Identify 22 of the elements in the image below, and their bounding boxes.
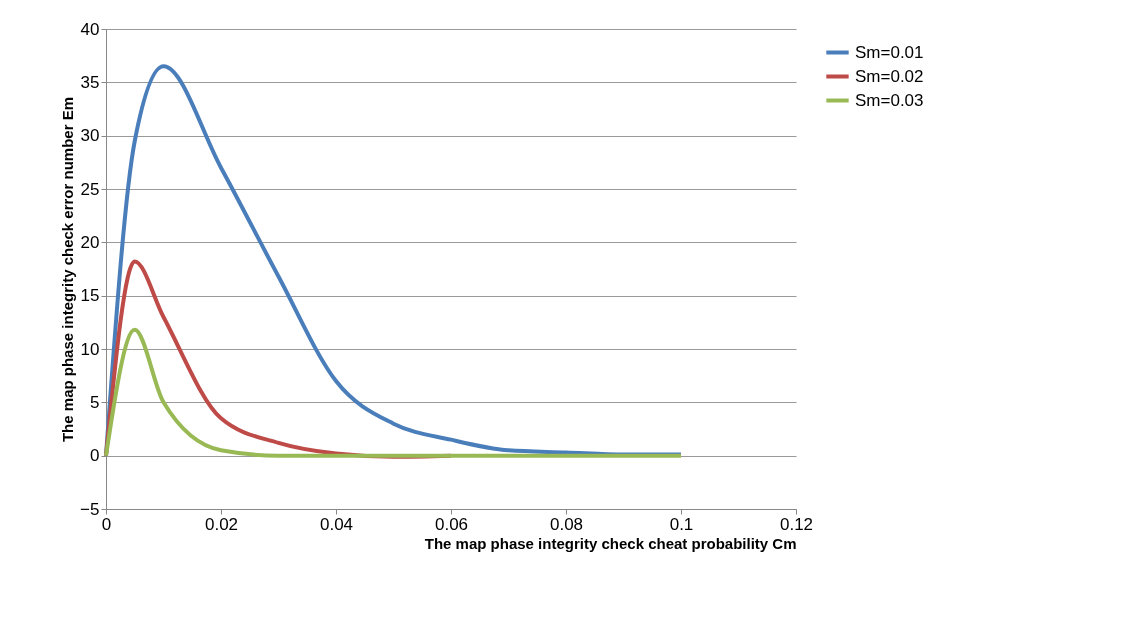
y-tick-label: 0 <box>90 446 100 466</box>
legend-label: Sm=0.01 <box>855 42 924 62</box>
y-tick-label: 30 <box>80 126 100 146</box>
legend-label: Sm=0.03 <box>855 90 924 110</box>
x-tick-label: 0.06 <box>434 514 469 534</box>
y-tick-label: 10 <box>80 339 100 359</box>
x-tick-label: 0.12 <box>779 514 814 534</box>
x-tick-label: 0.04 <box>319 514 354 534</box>
x-axis-title: The map phase integrity check cheat probability Cm <box>424 534 797 552</box>
y-tick-label: 35 <box>80 72 100 92</box>
y-tick-label: 40 <box>80 19 100 39</box>
y-tick-label: 15 <box>80 286 100 306</box>
x-tick-label: 0.1 <box>669 514 694 534</box>
x-tick-label: 0.02 <box>204 514 239 534</box>
y-axis-title: The map phase integrity check error number Em <box>59 96 77 443</box>
y-tick-label: 20 <box>80 232 100 252</box>
y-tick-label: 5 <box>90 392 100 412</box>
y-tick-label: −5 <box>80 499 100 519</box>
y-tick-label: 25 <box>80 179 100 199</box>
line-series <box>104 327 683 458</box>
legend-label: Sm=0.02 <box>855 66 924 86</box>
x-tick-label: 0.08 <box>549 514 584 534</box>
